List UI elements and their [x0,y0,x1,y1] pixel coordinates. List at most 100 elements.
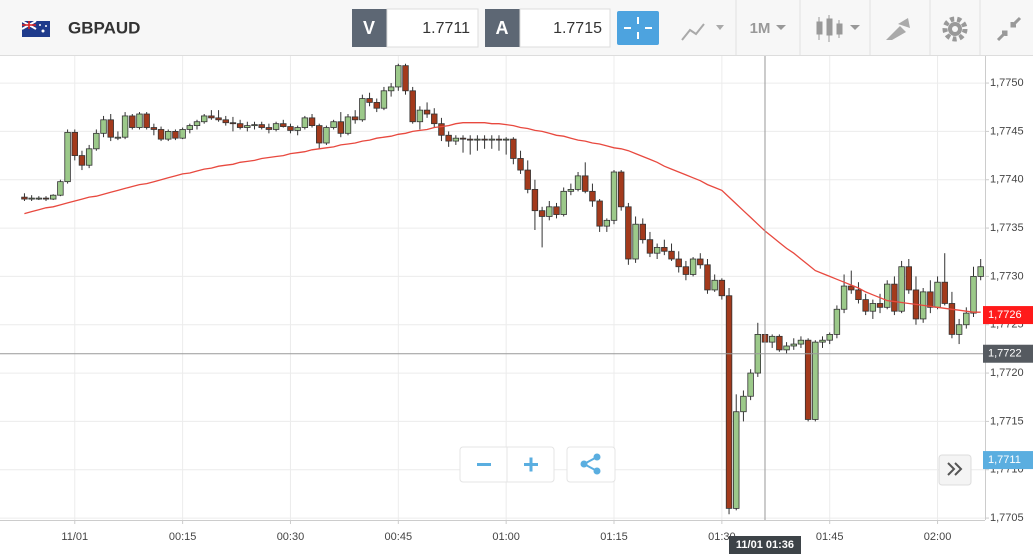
candle-body [330,121,337,128]
bid-box[interactable] [386,8,479,48]
candle-body [438,123,445,136]
crosshair-y-box [983,344,1033,363]
candle-body [445,134,452,142]
candle-body [215,117,222,121]
candle-body [193,121,201,126]
y-tick-label: 1,7750 [990,77,1024,89]
candle-body [495,138,503,141]
candle-body [50,194,57,200]
zoom-in[interactable] [524,457,538,472]
candle-body [488,138,495,141]
crosshair-button[interactable] [617,11,659,45]
bid-badge[interactable] [352,9,387,47]
candle-body [740,395,747,413]
candle-body [136,113,143,128]
candle-body [186,125,194,130]
candle-body [733,411,740,509]
candle-body [323,127,330,144]
ask-price: 1.7715 [553,20,602,37]
candle-body [927,291,934,308]
candle-body [287,126,294,131]
candle-body [963,312,970,326]
candle-body [553,206,560,215]
candle-body [452,137,460,142]
y-tick-label: 1,7730 [990,270,1024,282]
candle-body [941,281,948,304]
candle-body [531,188,539,212]
candle-body [804,339,812,420]
collapse-button[interactable] [996,16,1022,42]
candle-body [179,129,186,139]
candle-body [474,138,481,141]
candle-body [560,190,567,215]
candle-body [157,129,165,140]
candle-body [675,258,682,268]
candle-body [574,175,582,190]
candle-body [85,148,93,166]
candle-body [78,155,86,166]
candle-body [977,266,984,277]
candle-body [57,181,64,196]
candle-body [589,190,596,202]
candle-body [93,132,100,150]
candle-body [308,117,316,127]
candle-body [812,341,819,420]
candle-body [855,289,862,300]
candle-body [222,119,229,124]
candle-body [869,303,877,312]
candle-body [610,171,618,221]
candle-body [567,188,575,192]
candle-body [689,258,697,275]
candle-body [884,283,891,308]
x-tick-label: 00:15 [169,531,197,543]
candle-body [165,130,172,140]
y-tick-label: 1,7720 [990,367,1024,379]
candle-body [294,127,301,131]
candles [21,63,984,515]
draw-button[interactable] [886,18,910,40]
candle-body [783,345,790,351]
candle-body [272,123,280,130]
scroll-right-button[interactable] [938,454,972,486]
ask-badge[interactable] [485,9,520,47]
price-marker [983,451,1033,470]
x-tick-label: 00:30 [277,531,305,543]
candle-body [301,117,309,128]
candle-body [236,123,244,128]
candle-body [682,266,690,275]
candle-body [409,90,416,123]
x-tick-label: 01:45 [816,531,844,543]
candle-body [380,90,388,109]
settings-button[interactable] [942,16,968,42]
candle-body [100,119,107,134]
candles-button[interactable] [816,15,860,42]
candle-body [359,98,366,121]
candle-body [697,258,704,266]
x-tick-label: 02:00 [924,531,952,543]
candle-body [833,308,841,335]
candle-body [905,266,912,291]
candle-body [150,127,158,130]
candle-body [876,303,884,308]
candle-body [524,169,531,190]
candle-body [718,279,726,297]
candle-body [891,283,898,312]
price-marker-label: 1,7726 [988,309,1022,321]
candle-body [481,138,488,141]
candle-body [172,130,179,139]
candle-body [316,125,323,144]
candle-body [639,223,646,241]
candle-body [35,197,43,200]
chart-type-button[interactable] [681,23,724,41]
timeframe[interactable]: 1M [750,20,771,37]
ask-box[interactable] [519,8,611,48]
candle-body [538,210,546,217]
bid-label: V [363,18,375,38]
candle-body [862,299,869,312]
y-tick-label: 1,7715 [990,415,1024,427]
share-button[interactable] [566,446,616,483]
